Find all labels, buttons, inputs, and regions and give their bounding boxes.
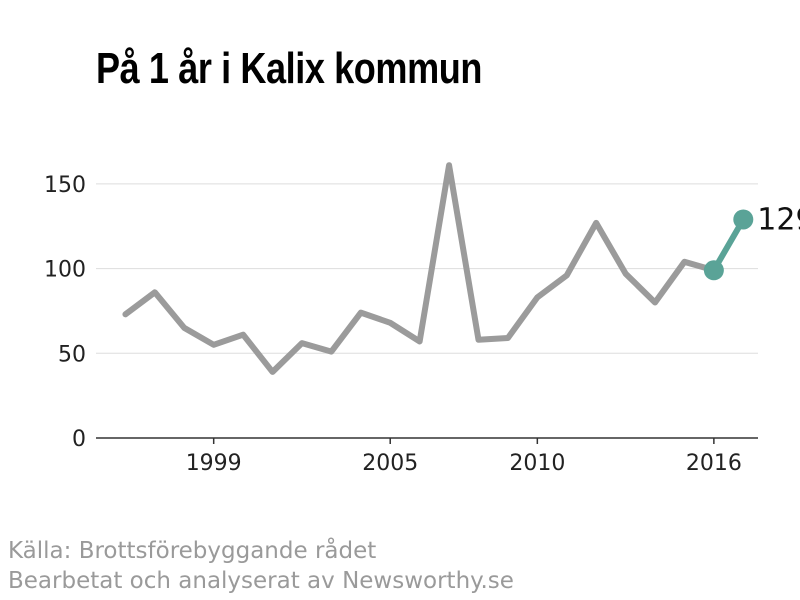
y-tick-label: 100 (44, 258, 86, 283)
x-tick-label: 2005 (362, 451, 418, 476)
highlight-point (733, 209, 754, 230)
x-tick-label: 2016 (686, 451, 742, 476)
y-tick-label: 0 (72, 427, 86, 452)
x-tick-label: 2010 (509, 451, 565, 476)
end-value-label: 129 (757, 202, 800, 237)
grid-lines (96, 183, 758, 354)
y-tick-label: 150 (44, 173, 86, 198)
footer: Källa: Brottsförebyggande rådet Bearbeta… (8, 536, 514, 596)
y-tick-label: 50 (58, 342, 86, 367)
series-line-main (122, 162, 717, 375)
chart-title: På 1 år i Kalix kommun (96, 44, 483, 93)
x-axis-ticks: 1999 2005 2010 2016 (186, 438, 742, 476)
source-text: Källa: Brottsförebyggande rådet (8, 538, 377, 564)
series-group: 129 (122, 162, 800, 375)
highlight-point (703, 260, 724, 281)
x-tick-label: 1999 (186, 451, 242, 476)
y-axis-ticks: 0 50 100 150 (44, 173, 86, 452)
processed-by-text: Bearbetat och analyserat av Newsworthy.s… (8, 568, 514, 594)
